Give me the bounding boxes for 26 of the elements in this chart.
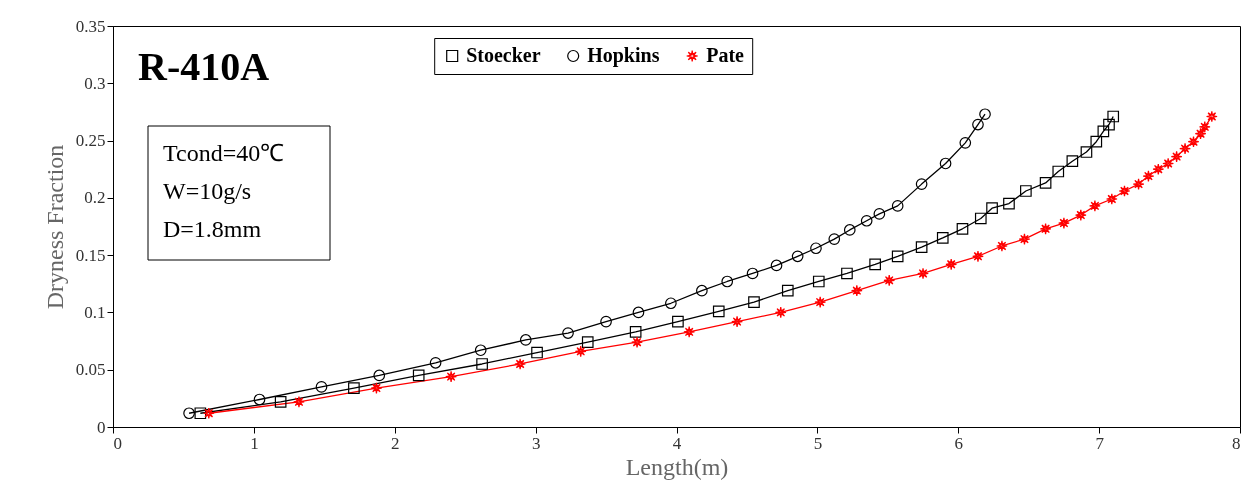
y-tick-label: 0.05 [75,360,106,380]
y-tick-label: 0.3 [84,73,106,93]
x-tick-label: 6 [954,433,963,453]
annotation: R-410A [138,44,270,89]
x-tick-label: 1 [250,433,259,453]
x-tick-label: 4 [672,433,682,453]
x-tick-label: 2 [391,433,400,453]
x-tick-label: 3 [531,433,541,453]
y-tick-label: 0.1 [84,302,106,322]
y-tick-label: 0.35 [75,16,106,36]
legend-label: Stoecker [466,44,541,66]
annotation: W=10g/s [163,178,252,204]
annotation: Tcond=40℃ [163,140,285,166]
x-axis-title: Length(m) [625,453,729,480]
legend-label: Pate [706,44,745,66]
legend-label: Hopkins [587,44,660,67]
annotation: D=1.8mm [163,216,262,242]
y-tick-label: 0 [97,417,106,437]
x-tick-label: 5 [813,433,823,453]
x-tick-label: 8 [1232,433,1241,453]
y-tick-label: 0.15 [75,245,106,265]
x-tick-label: 7 [1095,433,1105,453]
y-tick-label: 0.2 [84,188,106,208]
x-tick-label: 0 [113,433,122,453]
y-axis-title: Dryness Fraction [41,144,68,310]
y-tick-label: 0.25 [75,131,106,151]
